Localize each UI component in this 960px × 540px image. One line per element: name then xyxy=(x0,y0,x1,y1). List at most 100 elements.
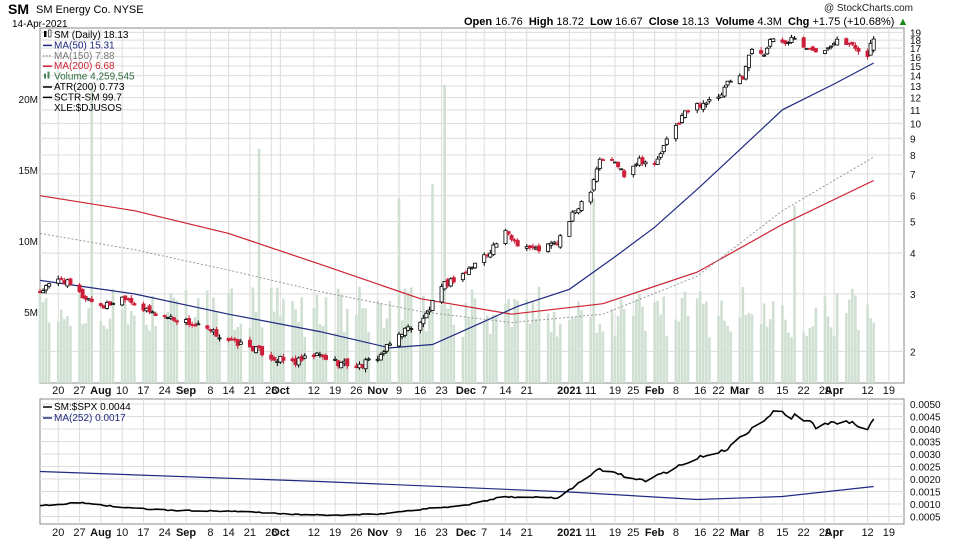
volume-bar xyxy=(108,318,112,383)
volume-bar xyxy=(376,300,380,383)
candle-body xyxy=(701,102,706,110)
candle-body xyxy=(826,47,831,50)
volume-bar xyxy=(574,317,577,383)
y-tick-label: 11 xyxy=(910,106,921,117)
candle-body xyxy=(503,229,508,245)
x-tick-label: Dec xyxy=(456,385,476,397)
candle-body xyxy=(549,242,554,246)
candle-body xyxy=(56,278,61,284)
candle-body xyxy=(765,47,770,55)
volume-bar xyxy=(513,298,516,383)
volume-bar xyxy=(495,314,498,383)
volume-bar xyxy=(66,316,69,383)
candle-body xyxy=(448,278,453,287)
candle-body xyxy=(83,296,88,300)
y-tick-label: 17 xyxy=(910,44,922,55)
candle-body xyxy=(591,179,596,191)
volume-bar xyxy=(610,308,614,383)
volume-bar xyxy=(422,295,425,383)
x-tick-label: 14 xyxy=(223,527,235,539)
candle-body xyxy=(683,110,688,118)
candle-body xyxy=(302,355,307,359)
volume-bar xyxy=(811,326,815,383)
volume-bar xyxy=(355,315,358,383)
y-tick-label: 16 xyxy=(910,53,922,64)
candle-body xyxy=(77,284,82,293)
x-tick-label: 21 xyxy=(244,385,256,397)
candle-body xyxy=(473,262,478,269)
x-tick-label: 8 xyxy=(207,527,213,539)
x-tick-label: 17 xyxy=(137,527,149,539)
volume-bar xyxy=(184,290,188,383)
y-tick-label: 12 xyxy=(910,94,922,105)
volume-bar xyxy=(616,316,620,383)
volume-bar xyxy=(729,331,732,383)
x-tick-label: 19 xyxy=(883,385,895,397)
candle-body xyxy=(768,39,773,47)
volume-bar xyxy=(720,300,723,383)
candle-body xyxy=(89,298,94,302)
volume-bar xyxy=(866,304,869,383)
x-tick-label: Feb xyxy=(645,385,665,397)
x-tick-label: 10 xyxy=(116,385,128,397)
candle-body xyxy=(679,115,684,123)
volume-bar xyxy=(872,322,875,383)
volume-tick-label: 20M xyxy=(19,95,38,106)
volume-bar xyxy=(129,311,133,383)
candle-body xyxy=(762,54,767,57)
volume-bar xyxy=(507,299,510,383)
candle-body xyxy=(746,54,751,69)
ratio-tick-label: 0.0005 xyxy=(910,513,941,524)
x-tick-label: Nov xyxy=(367,385,389,397)
volume-bar xyxy=(431,184,434,383)
candle-body xyxy=(366,358,371,361)
volume-bar xyxy=(814,307,818,383)
candle-body xyxy=(536,245,541,252)
up-arrow-icon: ▲ xyxy=(897,16,909,28)
high-label: High xyxy=(528,16,554,28)
volume-bar xyxy=(765,326,769,383)
y-tick-label: 18 xyxy=(910,36,922,47)
volume-bar xyxy=(315,294,319,383)
candle-body xyxy=(643,161,648,165)
candle-body xyxy=(68,278,73,285)
volume-bar xyxy=(175,300,179,383)
volume-bar xyxy=(59,309,63,383)
volume-bar xyxy=(166,311,170,383)
candle-body xyxy=(707,98,712,102)
volume-bar xyxy=(406,292,410,383)
volume-bar xyxy=(467,318,471,383)
volume-bar xyxy=(90,84,94,384)
volume-bar xyxy=(534,318,538,383)
x-tick-label: 12 xyxy=(308,527,320,539)
volume-bar xyxy=(857,330,860,383)
chg-value: +1.75 (+10.68%) xyxy=(812,16,895,28)
y-tick-label: 13 xyxy=(910,82,922,93)
volume-bar xyxy=(282,298,285,383)
candle-body xyxy=(141,303,146,311)
ratio-tick-label: 0.0035 xyxy=(910,438,941,449)
candle-body xyxy=(546,243,551,252)
volume-bar xyxy=(172,297,176,383)
x-tick-label: 7 xyxy=(481,385,487,397)
volume-bar xyxy=(525,299,529,383)
volume-bar xyxy=(644,331,647,383)
volume-bar xyxy=(790,337,793,383)
volume-bar xyxy=(303,336,307,383)
volume-bar xyxy=(312,308,316,383)
volume-bar xyxy=(829,327,833,383)
candle-body xyxy=(491,244,496,256)
price-panel: 20202727AugAug101017172424SepSep88141421… xyxy=(19,27,922,539)
candle-body xyxy=(835,38,840,46)
volume-bar xyxy=(345,308,349,383)
x-tick-label: Nov xyxy=(367,527,389,539)
volume-bar xyxy=(802,332,805,383)
volume-bar xyxy=(641,306,644,383)
volume-bar xyxy=(665,335,669,383)
volume-bar xyxy=(580,310,583,383)
ratio-tick-label: 0.0025 xyxy=(910,463,941,474)
ma50-line xyxy=(39,62,874,349)
candle-body xyxy=(616,161,621,168)
volume-bar xyxy=(701,303,705,383)
legend-entry: MA(50) 15.31 xyxy=(54,40,115,51)
